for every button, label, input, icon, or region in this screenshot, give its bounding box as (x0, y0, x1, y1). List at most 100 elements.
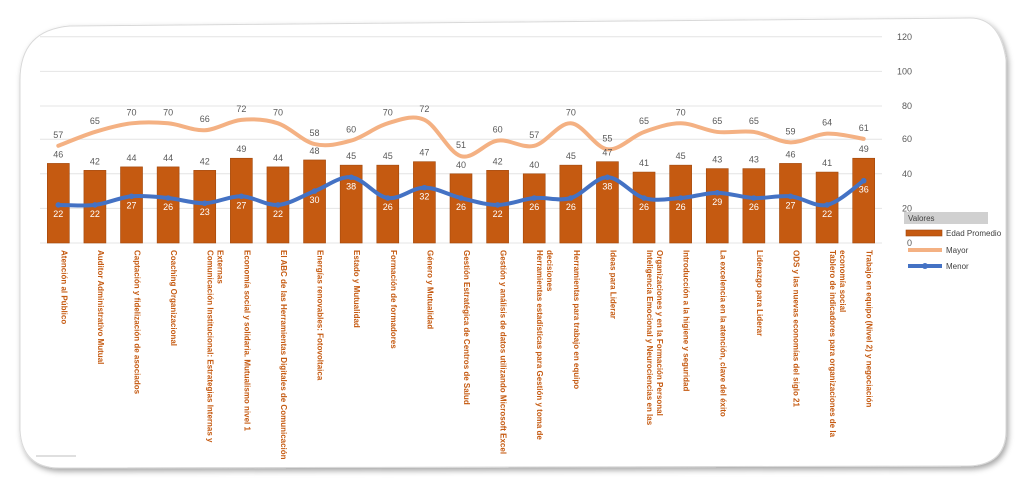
bar-data-label: 42 (90, 156, 100, 166)
mayor-data-label: 51 (456, 140, 466, 150)
bar-data-label: 49 (859, 144, 869, 154)
category-label: La excelencia en la atención, clave del … (718, 250, 727, 417)
bar (742, 168, 766, 244)
bar (705, 168, 729, 244)
point-menor (275, 202, 281, 208)
bar-data-label: 45 (676, 151, 686, 161)
menor-data-label: 26 (676, 202, 686, 212)
point-menor (787, 193, 794, 200)
category-label: El ABC de las Herramientas Digitales de … (279, 250, 288, 460)
category-label: ODS y las nuevas economías del siglo 21 (791, 250, 800, 408)
category-label: Energías renovables: Fotovoltaica (316, 250, 325, 381)
category-label-line: Ideas para Liderar (608, 250, 617, 319)
mayor-data-label: 57 (53, 130, 63, 140)
category-label-line: Captación y fidelización de asociados (133, 250, 142, 395)
category-label: Gestión y análisis de datos utilizando M… (499, 250, 508, 454)
category-label: Introducción a la higiene y seguridad (682, 250, 691, 391)
mayor-data-label: 70 (127, 107, 137, 117)
category-label-line: Comunicación Institucional: Estrategias … (206, 250, 215, 443)
bar (852, 157, 875, 244)
point-menor (641, 195, 647, 201)
category-label-line: Formación de formadores (389, 250, 398, 349)
bar-data-label: 42 (200, 156, 210, 166)
category-label-line: Auditor Administrativo Mutual (96, 250, 105, 364)
point-menor (604, 174, 611, 181)
mayor-data-label: 65 (712, 116, 722, 126)
y-tick-label: 60 (902, 134, 912, 144)
menor-data-label: 22 (822, 209, 832, 219)
category-label-line: Coaching Organizacional (169, 250, 178, 346)
point-menor (494, 202, 501, 208)
category-label: Género y Mutualidad (425, 250, 434, 329)
bar-data-label: 43 (712, 155, 722, 165)
y-tick-label: 20 (902, 203, 912, 213)
menor-data-label: 22 (90, 209, 100, 219)
menor-data-label: 26 (163, 202, 173, 212)
menor-data-label: 27 (785, 200, 795, 210)
bar-data-label: 47 (419, 148, 429, 158)
bar (559, 164, 583, 244)
point-menor (55, 202, 62, 208)
bar (193, 170, 217, 244)
bar (449, 173, 473, 244)
y-tick-label: 120 (897, 32, 912, 42)
bar-data-label: 45 (566, 151, 576, 161)
y-tick-label: 80 (902, 101, 912, 111)
bar (339, 164, 363, 244)
menor-data-label: 26 (749, 202, 759, 212)
mayor-data-label: 70 (273, 107, 283, 117)
mayor-data-label: 64 (822, 118, 832, 128)
point-menor (165, 195, 171, 201)
menor-data-label: 27 (236, 200, 246, 210)
category-label: Herramientas estadísticas para Gestión y… (535, 250, 554, 440)
bar-data-label: 44 (273, 153, 283, 163)
legend-label: Mayor (946, 246, 969, 255)
point-menor (201, 200, 208, 207)
bar-data-label: 48 (310, 146, 320, 156)
bar-data-label: 46 (53, 149, 63, 159)
menor-data-label: 30 (310, 195, 320, 205)
y-tick-label: 0 (907, 238, 912, 248)
menor-data-label: 26 (383, 202, 393, 212)
menor-data-label: 26 (529, 202, 539, 212)
category-label: Gestión Estratégica de Centros de Salud (462, 250, 471, 405)
category-label-line: Organizaciones y en la Formación Persona… (655, 250, 664, 416)
menor-data-label: 36 (859, 185, 869, 195)
point-menor (677, 195, 684, 201)
mayor-data-label: 70 (163, 107, 173, 117)
bar (303, 159, 326, 244)
menor-data-label: 22 (493, 209, 503, 219)
point-menor (311, 188, 318, 194)
category-label: Herramientas para trabajo en equipo (572, 250, 581, 389)
category-label-line: ODS y las nuevas economías del siglo 21 (791, 250, 800, 408)
y-tick-label: 40 (902, 169, 912, 179)
bar-data-label: 45 (383, 151, 393, 161)
bar (156, 166, 180, 244)
category-label: Tablero de indicadores para organizacion… (828, 250, 847, 438)
category-label-line: Liderazgo para Liderar (755, 250, 764, 336)
mayor-data-label: 65 (749, 116, 759, 126)
bar-data-label: 45 (346, 151, 356, 161)
bar (413, 161, 436, 244)
category-label-line: Tablero de indicadores para organizacion… (828, 250, 837, 438)
category-label-line: Inteligencia Emocional y Neurociencias e… (645, 250, 654, 426)
mayor-data-label: 70 (383, 107, 393, 117)
bar-data-label: 44 (163, 153, 173, 163)
menor-data-label: 22 (53, 209, 63, 219)
point-menor (824, 202, 830, 208)
category-label-line: Introducción a la higiene y seguridad (682, 250, 691, 391)
menor-data-label: 26 (566, 202, 576, 212)
bar-data-label: 44 (127, 153, 137, 163)
category-label-line: Economía social y solidaria. Mutualismo … (242, 250, 251, 431)
bar-data-label: 43 (749, 155, 759, 165)
bar-data-label: 46 (785, 149, 795, 159)
mayor-data-label: 72 (419, 104, 429, 114)
category-label-line: Gestión Estratégica de Centros de Salud (462, 250, 471, 405)
mayor-data-label: 60 (493, 125, 503, 135)
mayor-data-label: 55 (602, 133, 612, 143)
bar (522, 173, 546, 244)
category-label-line: La excelencia en la atención, clave del … (718, 250, 727, 417)
legend-marker-menor (922, 263, 928, 269)
